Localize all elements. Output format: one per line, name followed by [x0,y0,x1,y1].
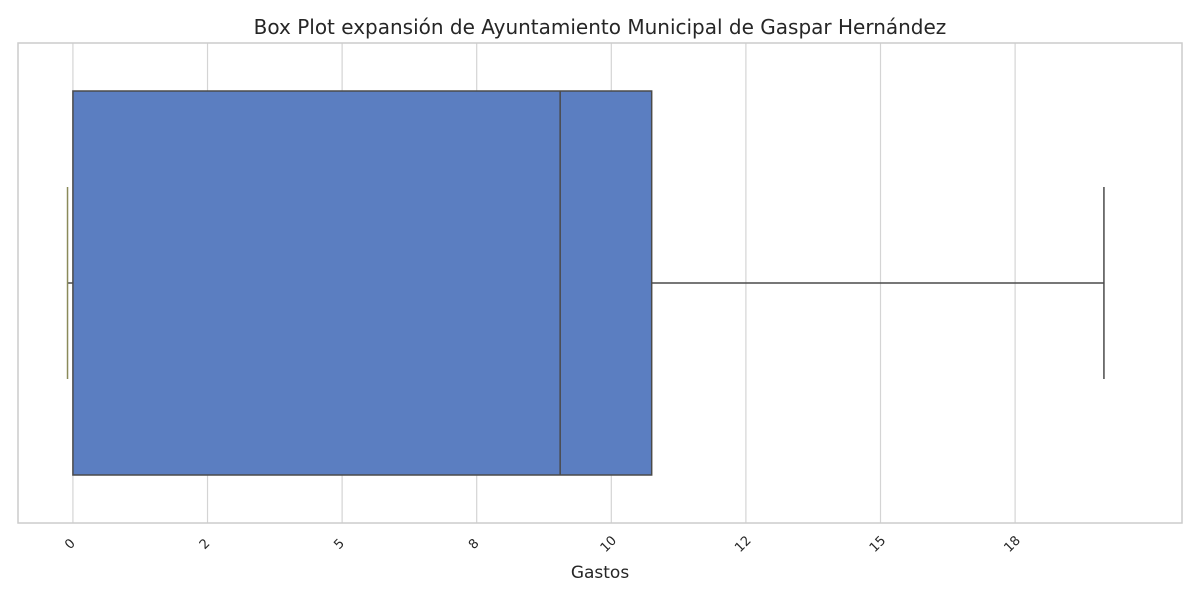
plot-frame [17,42,1183,524]
box-layer [66,90,1105,476]
x-tick-label: 0 [62,536,78,552]
x-tick-label: 15 [867,533,889,555]
x-tick-label: 18 [1001,533,1023,555]
x-tick-label: 8 [466,536,482,552]
x-tick-label: 10 [598,533,620,555]
iqr-box [72,90,653,476]
x-tick-label: 2 [197,536,213,552]
chart-title: Box Plot expansión de Ayuntamiento Munic… [254,15,947,39]
tick-labels: 0 2 5 8 10 12 15 18 [62,533,1024,555]
x-tick-label: 12 [732,533,754,555]
x-axis-label: Gastos [571,563,630,583]
x-tick-label: 5 [331,536,347,552]
